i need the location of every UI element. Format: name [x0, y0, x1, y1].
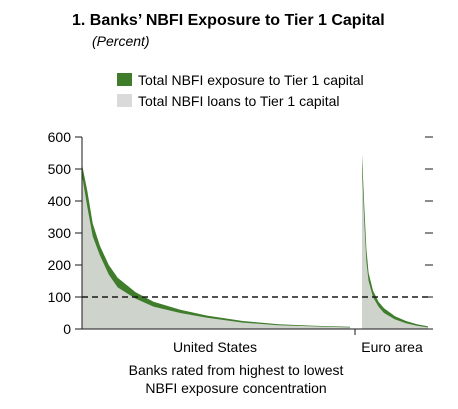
y-tick-label-300: 300: [48, 225, 72, 241]
x-axis-title-line-1: Banks rated from highest to lowest: [129, 362, 344, 378]
legend-label-exposure: Total NBFI exposure to Tier 1 capital: [138, 72, 364, 88]
y-tick-label-600: 600: [48, 129, 72, 145]
x-group-label-euro-area: Euro area: [361, 339, 423, 355]
area-loans-euro-area: [362, 169, 428, 329]
chart-subtitle: (Percent): [92, 33, 150, 49]
plot-area: [82, 154, 428, 329]
chart-title: 1. Banks’ NBFI Exposure to Tier 1 Capita…: [72, 12, 385, 29]
y-tick-label-0: 0: [63, 321, 71, 337]
legend-label-loans: Total NBFI loans to Tier 1 capital: [138, 93, 340, 109]
legend-swatch-exposure: [117, 73, 132, 86]
y-tick-label-100: 100: [48, 289, 72, 305]
axes: United States Euro area 0 100 200 300 400 500 60…: [48, 129, 433, 355]
y-tick-label-400: 400: [48, 193, 72, 209]
x-group-label-united-states: United States: [173, 339, 257, 355]
x-axis-title-line-2: NBFI exposure concentration: [145, 380, 326, 396]
y-tick-label-200: 200: [48, 257, 72, 273]
y-tick-label-500: 500: [48, 161, 72, 177]
area-loans-united-states: [82, 175, 350, 329]
legend-swatch-loans: [117, 94, 132, 107]
